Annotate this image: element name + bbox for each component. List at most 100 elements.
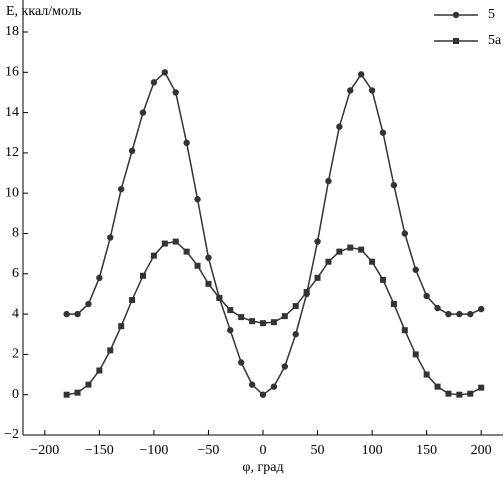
- marker: [183, 139, 190, 147]
- marker: [401, 230, 409, 237]
- marker: [434, 383, 441, 390]
- marker: [412, 351, 419, 358]
- y-tick-label: 18: [5, 24, 19, 39]
- marker: [74, 389, 81, 396]
- series-line: [66, 240, 482, 396]
- marker: [281, 313, 288, 320]
- marker: [292, 331, 299, 338]
- marker: [63, 310, 70, 318]
- marker: [260, 320, 266, 327]
- marker: [139, 109, 147, 116]
- marker: [216, 294, 223, 301]
- marker: [347, 87, 354, 94]
- marker: [259, 391, 267, 398]
- marker: [467, 310, 474, 318]
- marker: [358, 246, 365, 253]
- legend-label: 5a: [488, 33, 502, 48]
- marker: [248, 381, 256, 388]
- marker: [325, 258, 332, 265]
- marker: [172, 89, 179, 96]
- y-tick-label: −2: [4, 427, 19, 442]
- marker: [390, 301, 397, 308]
- marker: [150, 252, 157, 259]
- x-tick-label: −150: [85, 443, 114, 458]
- marker: [314, 238, 321, 245]
- marker: [379, 129, 387, 136]
- marker: [183, 248, 190, 255]
- marker: [347, 244, 354, 251]
- y-tick-label: 8: [12, 226, 19, 241]
- x-tick-label: −200: [30, 443, 59, 458]
- marker: [205, 254, 212, 261]
- marker: [96, 274, 103, 282]
- x-tick-label: 150: [416, 443, 437, 458]
- marker: [336, 248, 343, 255]
- legend-label: 5: [488, 7, 495, 22]
- marker: [423, 371, 430, 378]
- marker: [270, 319, 277, 326]
- marker: [453, 38, 459, 44]
- marker: [390, 181, 398, 189]
- marker: [325, 177, 332, 185]
- marker: [467, 390, 474, 397]
- marker: [456, 310, 463, 318]
- marker: [368, 87, 376, 94]
- marker: [227, 327, 234, 334]
- x-tick-label: −100: [139, 443, 168, 458]
- marker: [128, 147, 136, 155]
- marker: [74, 310, 81, 318]
- marker: [227, 307, 234, 314]
- x-axis-label: φ, град: [242, 460, 283, 475]
- marker: [85, 300, 92, 308]
- marker: [401, 327, 408, 334]
- marker: [292, 303, 299, 310]
- marker: [237, 359, 245, 366]
- x-tick-label: −50: [198, 443, 220, 458]
- y-tick-label: 4: [12, 306, 19, 321]
- marker: [380, 276, 386, 283]
- marker: [434, 304, 441, 312]
- marker: [445, 390, 452, 397]
- marker: [63, 391, 70, 398]
- x-tick-label: 0: [260, 443, 267, 458]
- marker: [172, 238, 179, 245]
- x-tick-label: 200: [471, 443, 492, 458]
- marker: [445, 310, 452, 318]
- marker: [107, 234, 114, 241]
- marker: [270, 383, 278, 390]
- marker: [423, 292, 430, 300]
- y-tick-label: 6: [12, 266, 19, 281]
- marker: [336, 123, 343, 130]
- marker: [161, 69, 169, 76]
- marker: [118, 323, 125, 330]
- marker: [238, 314, 245, 321]
- y-tick-label: 12: [5, 145, 19, 160]
- marker: [107, 347, 114, 354]
- y-axis-label: E, ккал/моль: [6, 4, 81, 19]
- marker: [161, 240, 168, 247]
- x-tick-label: 100: [362, 443, 383, 458]
- marker: [129, 296, 136, 303]
- marker: [140, 272, 146, 279]
- marker: [96, 367, 103, 374]
- marker: [117, 185, 125, 193]
- marker: [85, 381, 92, 388]
- marker: [303, 288, 310, 295]
- y-tick-label: 0: [12, 387, 19, 402]
- marker: [456, 391, 463, 398]
- marker: [281, 363, 289, 370]
- marker: [369, 258, 376, 265]
- marker: [477, 305, 485, 313]
- marker: [314, 274, 321, 281]
- marker: [478, 384, 485, 391]
- y-tick-label: 16: [5, 65, 19, 80]
- marker: [150, 79, 158, 86]
- marker: [357, 71, 365, 78]
- marker: [452, 11, 460, 19]
- marker: [194, 262, 201, 269]
- marker: [412, 266, 419, 273]
- y-tick-label: 2: [12, 347, 19, 362]
- y-tick-label: 10: [5, 185, 19, 200]
- marker: [205, 280, 212, 287]
